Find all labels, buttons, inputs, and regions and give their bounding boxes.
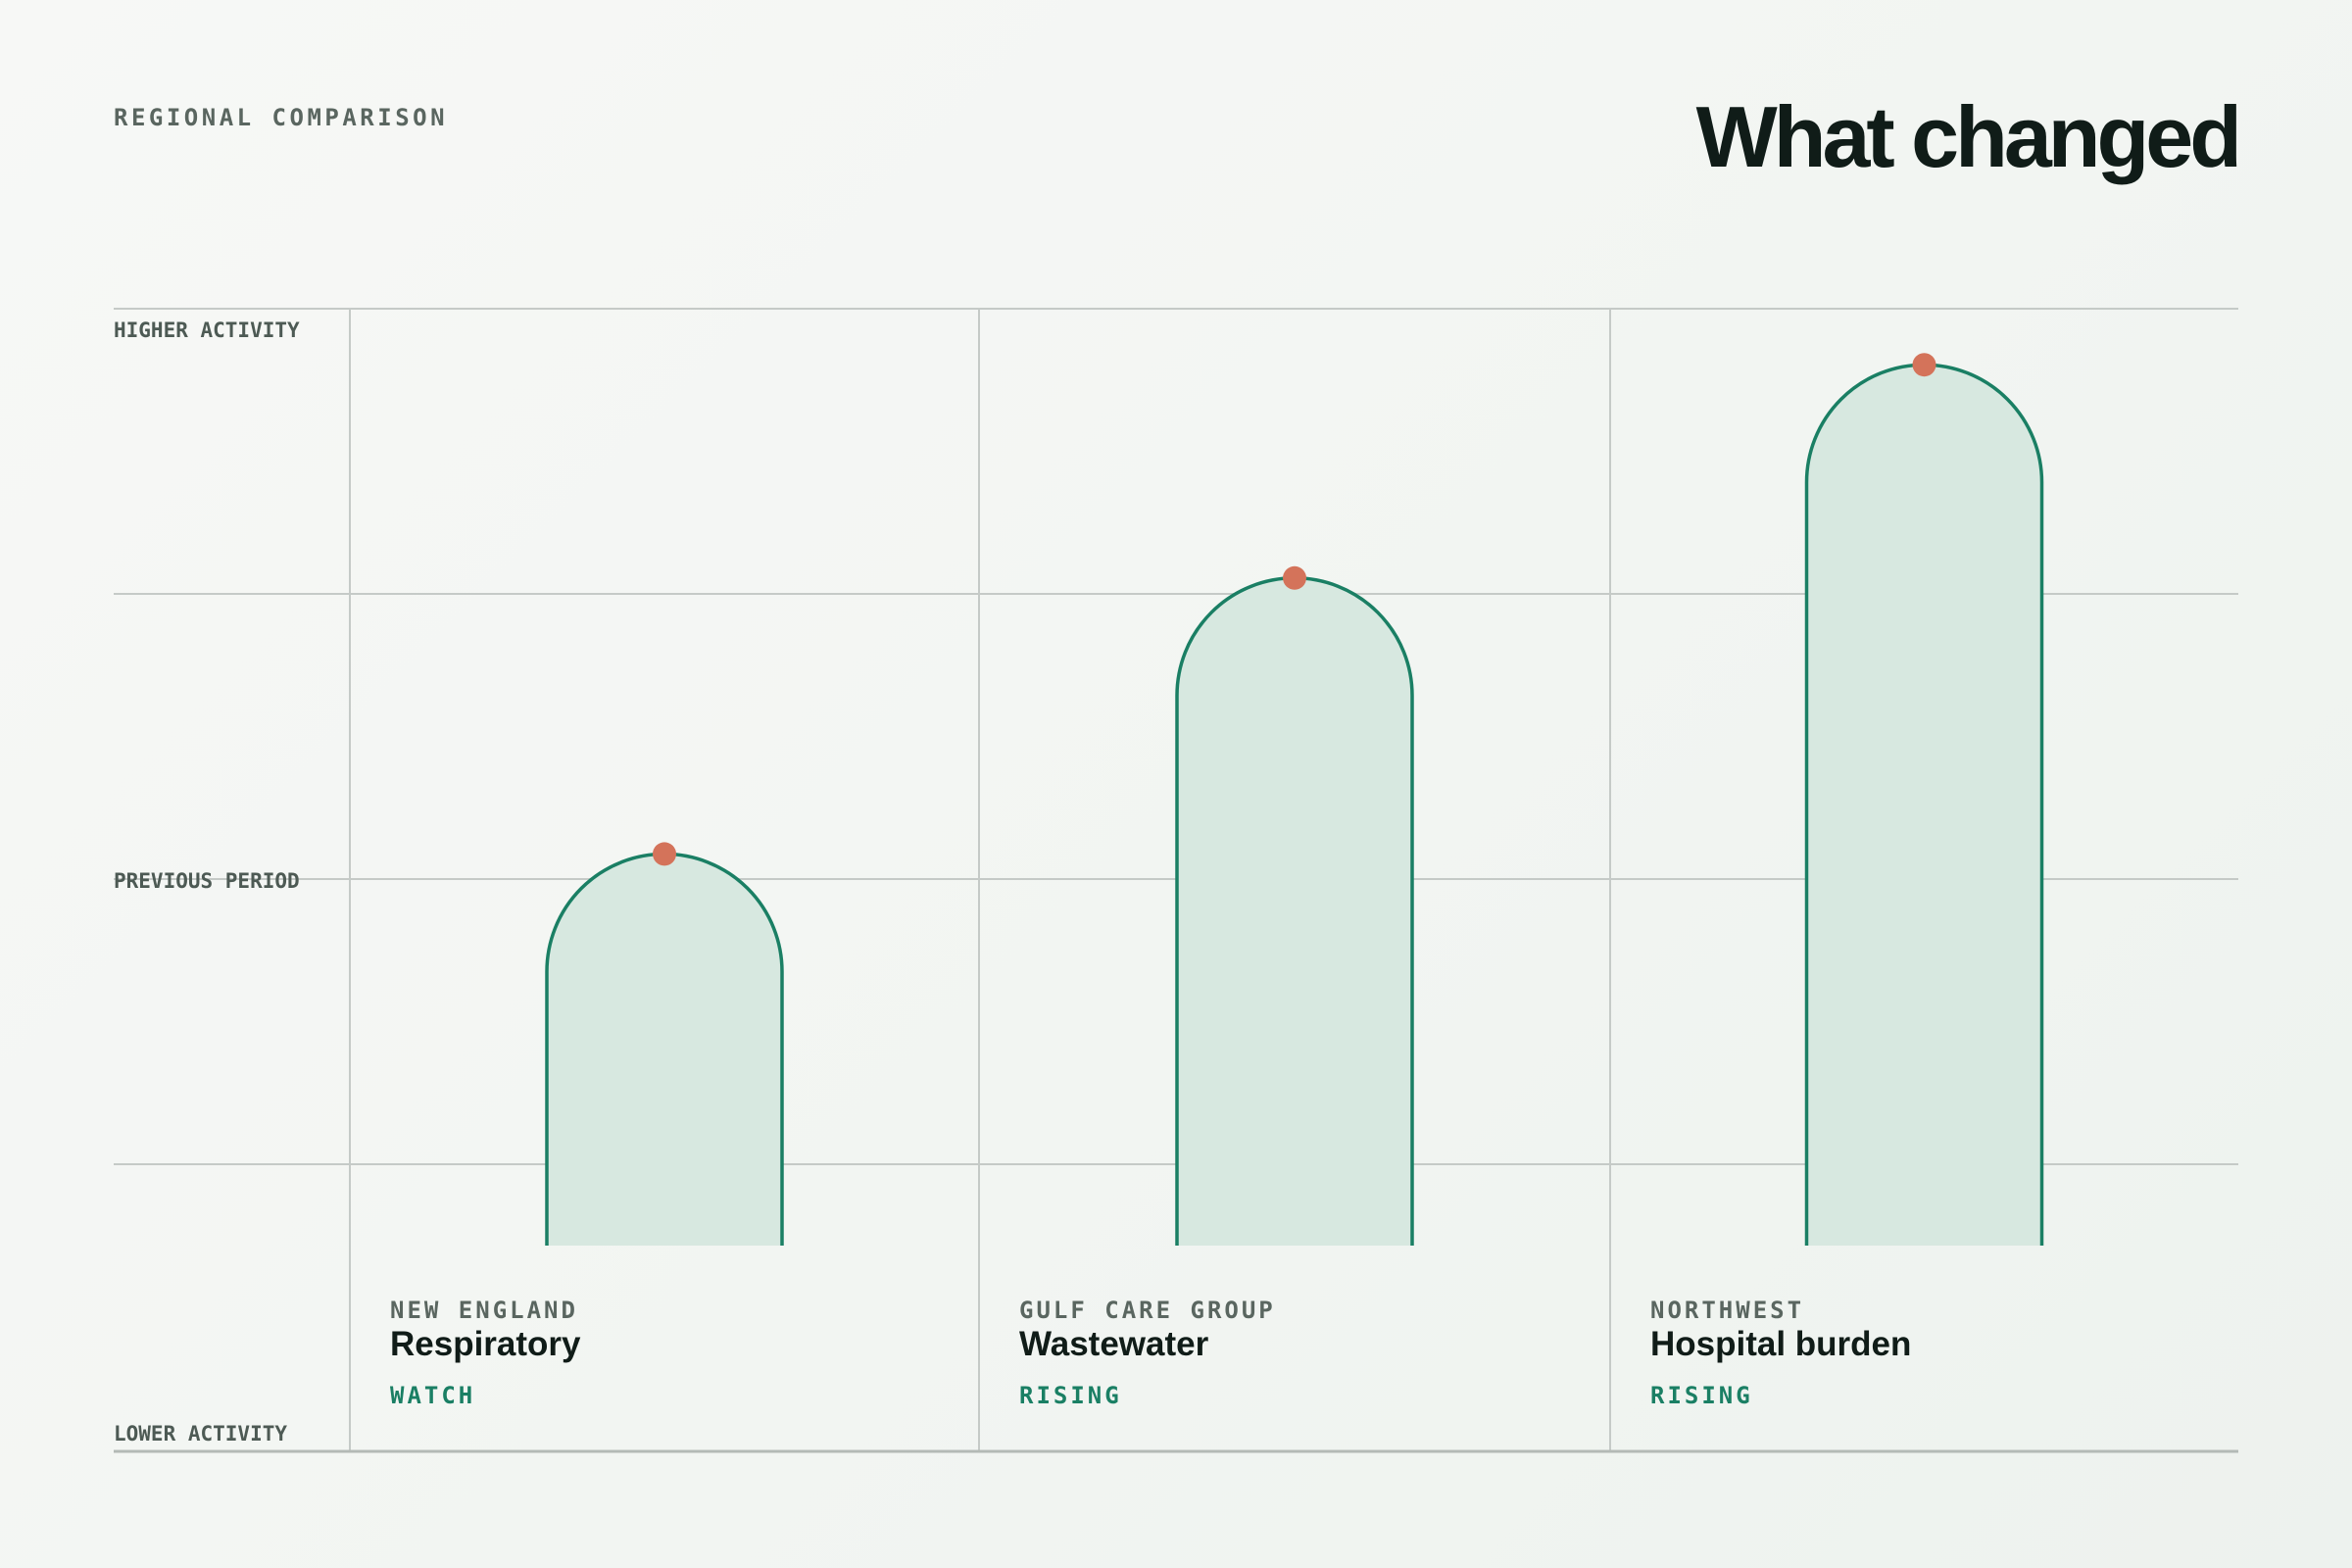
category-metric-label: Respiratory	[390, 1325, 581, 1363]
category-status-label: RISING	[1019, 1382, 1122, 1409]
bar-fill	[547, 854, 782, 1246]
chart-eyebrow: REGIONAL COMPARISON	[114, 104, 449, 131]
y-axis-label-previous-period: PREVIOUS PERIOD	[114, 869, 300, 893]
category-status-label: RISING	[1650, 1382, 1753, 1409]
bar-value-marker	[1912, 353, 1936, 377]
bar-value-marker	[1283, 565, 1306, 590]
bar-fill	[1177, 577, 1412, 1246]
category-status-label: WATCH	[390, 1382, 475, 1409]
category-region-label: NEW ENGLAND	[390, 1297, 578, 1324]
y-axis-label-lower: LOWER ACTIVITY	[114, 1422, 287, 1446]
y-axis-label-higher: HIGHER ACTIVITY	[114, 318, 300, 342]
category-metric-label: Wastewater	[1019, 1325, 1209, 1363]
category-metric-label: Hospital burden	[1650, 1325, 1911, 1363]
bar-fill	[1806, 365, 2042, 1246]
category-region-label: GULF CARE GROUP	[1019, 1297, 1276, 1324]
bar-value-marker	[653, 842, 676, 866]
chart-title: What changed	[1695, 88, 2242, 185]
category-region-label: NORTHWEST	[1650, 1297, 1804, 1324]
bars	[545, 353, 2044, 1246]
